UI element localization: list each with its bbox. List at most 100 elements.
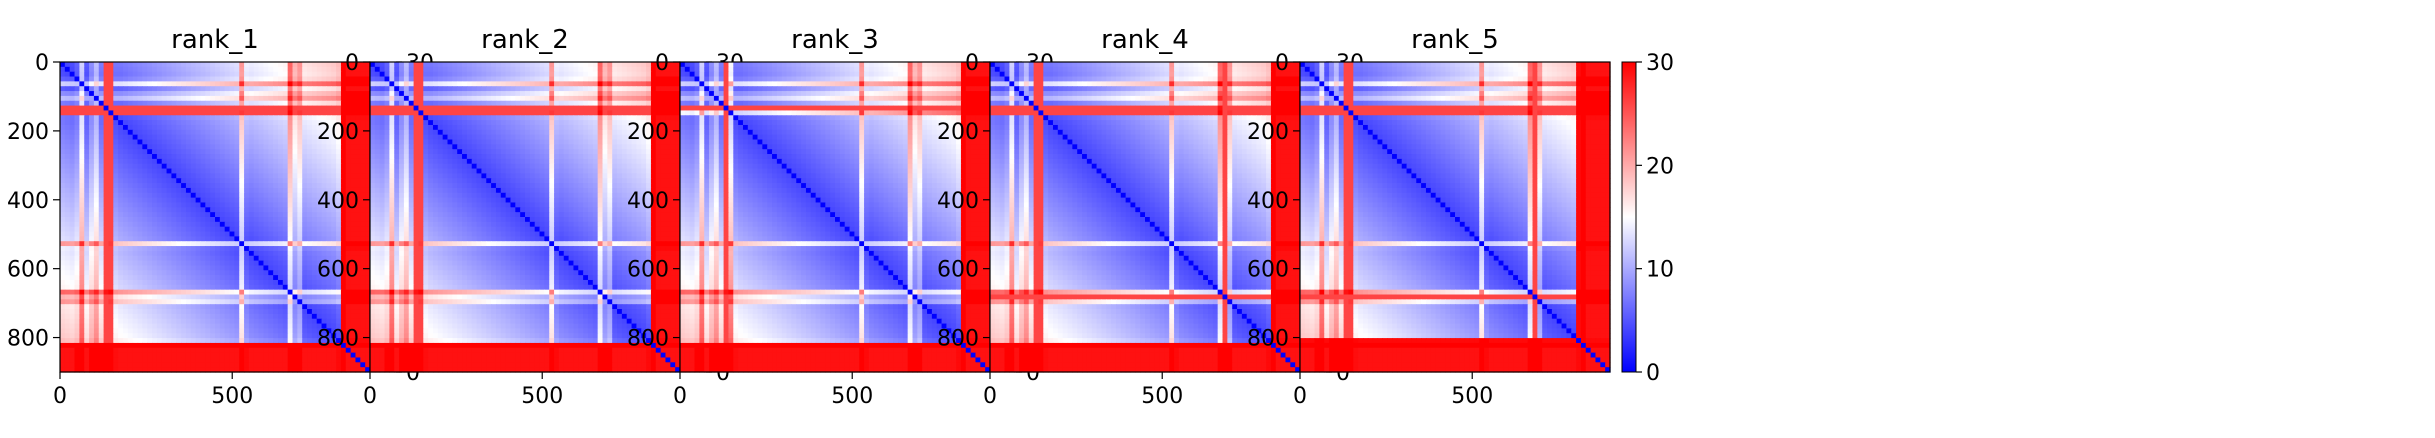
heatmap-cell <box>161 289 168 296</box>
heatmap-cell <box>152 62 158 68</box>
heatmap-cell <box>350 342 357 349</box>
heatmap-cell <box>185 246 192 252</box>
heatmap-cell <box>108 284 114 291</box>
heatmap-cell <box>176 124 182 131</box>
heatmap-cell <box>166 120 172 126</box>
heatmap-cell <box>379 71 386 78</box>
heatmap-cell <box>307 362 313 368</box>
heatmap-cell <box>64 255 71 262</box>
heatmap-cell <box>176 197 182 204</box>
heatmap-cell <box>486 66 492 73</box>
heatmap-cell <box>69 187 76 194</box>
heatmap-cell <box>84 246 90 252</box>
heatmap-cell <box>89 318 95 325</box>
heatmap-cell <box>292 250 298 257</box>
heatmap-cell <box>171 328 177 334</box>
heatmap-cell <box>103 115 110 121</box>
heatmap-cell <box>365 187 371 194</box>
heatmap-cell <box>495 110 502 116</box>
heatmap-cell <box>137 309 143 315</box>
heatmap-cell <box>181 241 187 247</box>
heatmap-cell <box>205 91 211 97</box>
heatmap-cell <box>127 323 134 329</box>
heatmap-cell <box>345 323 352 329</box>
heatmap-cell <box>336 62 342 68</box>
heatmap-cell <box>60 163 66 170</box>
heatmap-cell <box>287 255 294 262</box>
heatmap-cell <box>166 289 172 296</box>
heatmap-cell <box>229 284 235 291</box>
heatmap-cell <box>234 226 240 233</box>
heatmap-cell <box>350 328 357 334</box>
heatmap-cell <box>636 66 642 73</box>
heatmap-cell <box>287 158 294 165</box>
heatmap-cell <box>74 66 80 73</box>
heatmap-cell <box>360 270 366 276</box>
heatmap-cell <box>515 66 521 73</box>
heatmap-cell <box>142 202 148 208</box>
heatmap-cell <box>161 178 168 184</box>
heatmap-cell <box>93 294 100 300</box>
heatmap-cell <box>258 279 265 286</box>
heatmap-cell <box>442 120 449 126</box>
heatmap-cell <box>258 163 265 170</box>
heatmap-cell <box>253 221 260 228</box>
heatmap-cell <box>423 120 429 126</box>
heatmap-cell <box>244 197 250 204</box>
heatmap-cell <box>234 158 240 165</box>
heatmap-cell <box>166 66 172 73</box>
heatmap-cell <box>292 86 298 92</box>
heatmap-cell <box>287 357 294 363</box>
heatmap-cell <box>587 95 594 102</box>
heatmap-cell <box>360 333 366 339</box>
heatmap-cell <box>365 173 371 179</box>
heatmap-cell <box>74 294 80 300</box>
heatmap-cell <box>224 163 231 170</box>
heatmap-cell <box>336 197 342 204</box>
heatmap-cell <box>64 309 71 315</box>
heatmap-cell <box>360 255 366 262</box>
heatmap-cell <box>340 221 347 228</box>
heatmap-cell <box>544 71 550 78</box>
heatmap-cell <box>302 154 308 160</box>
heatmap-cell <box>210 76 216 82</box>
heatmap-cell <box>219 139 226 145</box>
heatmap-cell <box>181 100 187 107</box>
heatmap-cell <box>93 299 100 305</box>
heatmap-cell <box>486 86 492 92</box>
heatmap-cell <box>122 241 129 247</box>
heatmap-cell <box>122 217 129 223</box>
heatmap-cell <box>399 115 405 121</box>
heatmap-cell <box>108 342 114 349</box>
heatmap-cell <box>161 318 168 325</box>
heatmap-cell <box>147 76 153 82</box>
heatmap-cell <box>89 357 95 363</box>
heatmap-cell <box>185 207 192 213</box>
heatmap-cell <box>176 265 182 271</box>
heatmap-cell <box>137 279 143 286</box>
heatmap-cell <box>345 197 352 204</box>
heatmap-cell <box>219 313 226 320</box>
heatmap-cell <box>200 202 206 208</box>
heatmap-cell <box>350 270 357 276</box>
heatmap-cell <box>350 192 357 199</box>
heatmap-cell <box>331 95 337 102</box>
heatmap-cell <box>103 91 110 97</box>
heatmap-cell <box>74 183 80 189</box>
heatmap-cell <box>200 260 206 267</box>
heatmap-cell <box>89 183 95 189</box>
heatmap-cell <box>200 76 206 82</box>
heatmap-cell <box>147 81 153 87</box>
heatmap-cell <box>234 86 240 92</box>
heatmap-cell <box>626 95 633 102</box>
heatmap-cell <box>660 71 667 78</box>
heatmap-cell <box>326 100 332 107</box>
heatmap-cell <box>360 284 366 291</box>
heatmap-cell <box>195 124 202 131</box>
heatmap-cell <box>297 275 303 281</box>
heatmap-cell <box>64 91 71 97</box>
heatmap-cell <box>185 66 192 73</box>
heatmap-cell <box>224 342 231 349</box>
heatmap-cell <box>152 289 158 296</box>
heatmap-cell <box>326 158 332 165</box>
